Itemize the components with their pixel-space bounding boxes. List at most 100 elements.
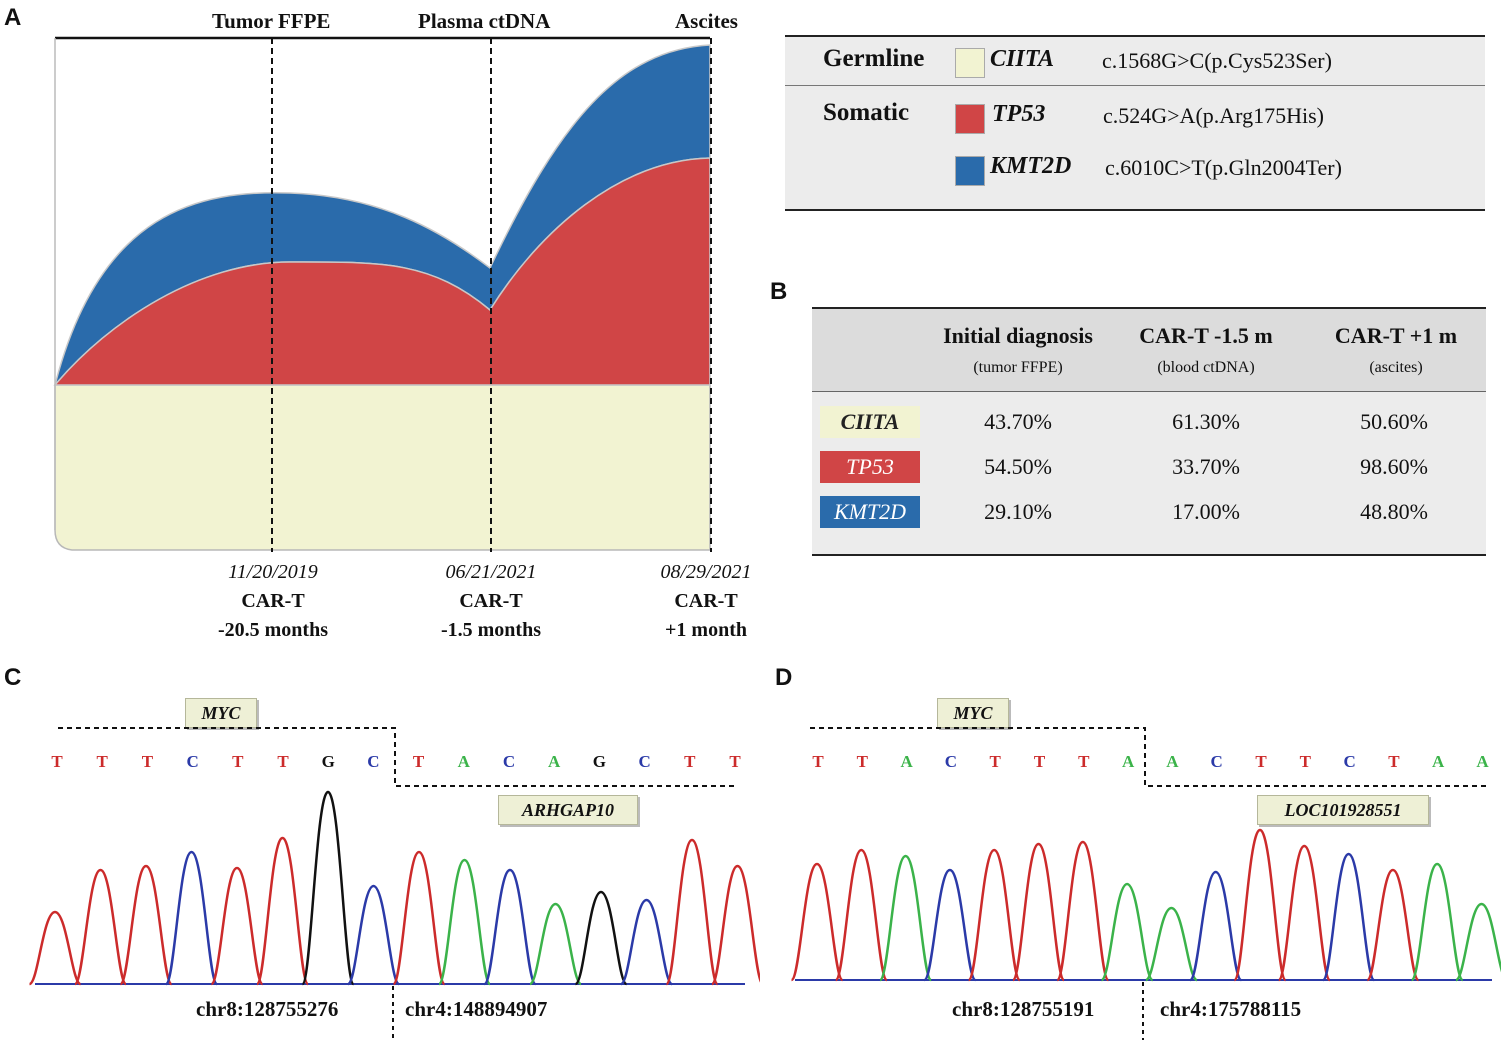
peaks-d: [790, 828, 1501, 982]
legend-gene-kmt2d: KMT2D: [990, 153, 1072, 179]
vaf-cell: 29.10%: [984, 499, 1052, 524]
sequence-base: C: [638, 752, 651, 771]
gene-label-loc101928551: LOC101928551: [1257, 795, 1429, 825]
chromatogram-peak: [923, 868, 977, 982]
vaf-cell: 50.60%: [1360, 409, 1428, 434]
chromatogram-peak: [1277, 844, 1332, 982]
vaf-cell: 61.30%: [1172, 409, 1240, 434]
panel-letter-b: B: [770, 278, 788, 305]
chromatogram-peak: [528, 902, 583, 986]
legend-mutation-tp53: c.524G>A(p.Arg175His): [1103, 103, 1324, 128]
column-header-title-1: Initial diagnosis: [943, 323, 1093, 348]
column-header-title-3: CAR-T +1 m: [1334, 323, 1458, 348]
gene-label-arhgap10: ARHGAP10: [498, 795, 638, 825]
legend-gene-tp53: TP53: [992, 101, 1046, 127]
sequence-base: A: [900, 752, 913, 771]
chromatogram-peak: [483, 868, 537, 986]
chromatogram-d: [790, 727, 1501, 1040]
chromatogram-peak: [1321, 852, 1376, 982]
chromatogram-peak: [437, 858, 492, 986]
sequence-base: T: [1078, 752, 1090, 771]
breakpoint-bracket-c: [58, 727, 735, 787]
chromatogram-peak: [1366, 868, 1420, 982]
breakpoint-bracket-d: [810, 727, 1490, 787]
timepoint-line2-1: -20.5 months: [217, 619, 328, 641]
legend-mutation-kmt2d: c.6010C>T(p.Gln2004Ter): [1105, 155, 1342, 180]
timepoint-date-3: 08/29/2021: [660, 561, 752, 583]
sequence-base: T: [1033, 752, 1046, 771]
sequence-base: C: [367, 752, 380, 771]
sequence-base: C: [1343, 752, 1356, 771]
chromatogram-peak: [164, 850, 219, 986]
panel-letter-a: A: [4, 4, 22, 31]
series-area-tp53: [53, 157, 711, 386]
chromatogram-peak: [834, 848, 889, 982]
chromatogram-peak: [967, 848, 1021, 982]
vaf-table: Initial diagnosis (tumor FFPE) CAR-T -1.…: [812, 307, 1486, 556]
chromatogram-peak: [255, 836, 310, 986]
sequence-base: C: [1210, 752, 1223, 771]
sequence-base: T: [277, 752, 289, 771]
chromatogram-peak: [790, 862, 844, 982]
chromatogram-peak: [1454, 902, 1501, 982]
timepoint-date-1: 11/20/2019: [228, 561, 318, 583]
sequence-base: C: [944, 752, 958, 771]
chromatogram-peak: [1188, 870, 1243, 982]
chromatogram-peak: [301, 790, 355, 986]
chromatogram-peak: [1011, 842, 1066, 982]
coord-right-c: chr4:148894907: [405, 997, 548, 1021]
chromatogram-peak: [878, 854, 933, 982]
timepoint-line1-3: CAR-T: [674, 590, 738, 612]
clonal-evolution-chart: [53, 36, 712, 552]
sequence-base: T: [412, 752, 425, 771]
sequence-base: T: [989, 752, 1001, 771]
row-gene-tp53: TP53: [820, 451, 920, 483]
chromatogram-peak: [665, 838, 719, 986]
timepoint-label-3: Ascites: [675, 9, 738, 33]
chromatogram-peak: [1233, 828, 1287, 982]
chromatogram-peak: [574, 890, 628, 986]
chromatogram-peak: [73, 868, 128, 986]
sequence-base: G: [321, 752, 335, 771]
vaf-cell: 17.00%: [1172, 499, 1240, 524]
sequence-base: A: [1121, 752, 1135, 771]
sequence-base: T: [684, 752, 696, 771]
legend-swatch-kmt2d: [955, 156, 985, 186]
column-header-sub-1: (tumor FFPE): [973, 359, 1063, 376]
legend-swatch-tp53: [955, 104, 985, 134]
column-header-sub-3: (ascites): [1369, 359, 1423, 376]
vaf-table-header: Initial diagnosis (tumor FFPE) CAR-T -1.…: [812, 309, 1486, 392]
timepoint-line2-3: +1 month: [665, 619, 747, 641]
legend-mutation-ciita: c.1568G>C(p.Cys523Ser): [1102, 48, 1332, 73]
timepoint-line1-1: CAR-T: [241, 590, 305, 612]
sequence-base: T: [812, 752, 824, 771]
sequence-base: A: [457, 752, 470, 771]
legend-divider: [785, 85, 1485, 86]
sequence-base: T: [1388, 752, 1400, 771]
sequence-base: T: [729, 752, 741, 771]
sequence-base: T: [1299, 752, 1311, 771]
chromatogram-peak: [619, 898, 674, 986]
chromatogram-peak: [346, 884, 401, 986]
sequence-base: T: [96, 752, 108, 771]
row-gene-kmt2d: KMT2D: [820, 496, 920, 528]
sequence-base: T: [1255, 752, 1267, 771]
chromatogram-peak: [710, 864, 760, 986]
chromatogram-peak: [210, 866, 264, 986]
chromatogram-peak: [1100, 882, 1154, 982]
sequence-base: C: [502, 752, 516, 771]
coord-left-d: chr8:128755191: [952, 997, 1095, 1021]
coord-left-c: chr8:128755276: [196, 997, 339, 1021]
chromatogram-c: [28, 727, 760, 1040]
mutation-legend: Germline CIITA c.1568G>C(p.Cys523Ser) So…: [785, 35, 1485, 211]
timepoint-line2-2: -1.5 months: [440, 619, 541, 641]
sequence-base: C: [186, 752, 199, 771]
sequence-base: T: [232, 752, 244, 771]
timepoint-date-2: 06/21/2021: [445, 561, 537, 583]
sequence-base: T: [141, 752, 154, 771]
column-header-title-2: CAR-T -1.5 m: [1139, 323, 1273, 348]
sequence-base: T: [51, 752, 63, 771]
sequence-base: A: [1476, 752, 1489, 771]
timepoint-label-2: Plasma ctDNA: [418, 9, 551, 33]
chromatogram-peak: [1144, 906, 1199, 982]
